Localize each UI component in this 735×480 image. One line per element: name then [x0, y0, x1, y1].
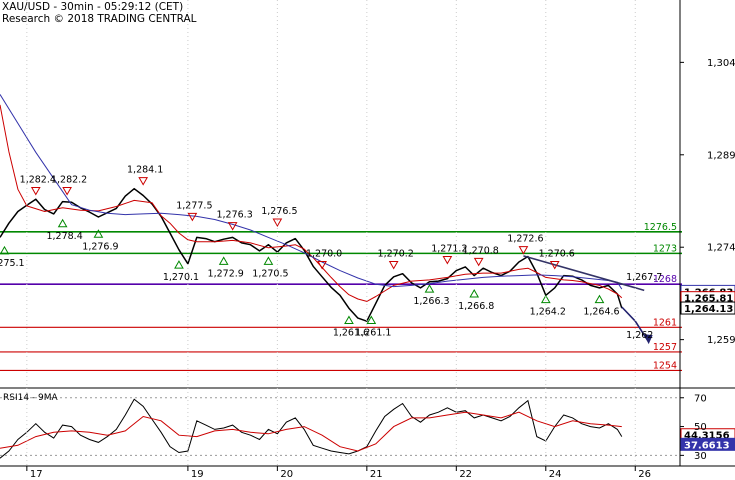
- x-tick-label: 20: [280, 469, 293, 480]
- low-label: 1,278.4: [46, 231, 82, 242]
- high-label: 1,270.8: [463, 245, 499, 256]
- high-marker: [388, 260, 399, 270]
- trendline: [523, 255, 645, 292]
- high-label: 1,276.3: [216, 210, 252, 221]
- rsi-series-rsi_ma: [0, 411, 622, 452]
- series-price: [0, 187, 623, 322]
- y-tick-label: 1,274: [707, 243, 735, 254]
- series-ma_fast: [0, 104, 623, 302]
- low-marker: [93, 229, 104, 238]
- price-tag-box: [680, 301, 735, 315]
- x-tick-label: 19: [191, 469, 204, 480]
- level-label: 1273: [653, 243, 677, 254]
- price-panel: 1276.5 1273 1268 1261 1257 1254 1,275.1 1,282.4…: [0, 94, 735, 371]
- rsi-tick-label: 30: [694, 451, 707, 462]
- high-marker: [227, 222, 238, 231]
- low-label: 1,270.1: [163, 272, 199, 283]
- high-label: 1,282.4: [20, 175, 56, 186]
- high-marker: [549, 260, 560, 270]
- low-label: 1,275.1: [0, 258, 25, 269]
- low-label: 1,272.9: [208, 268, 244, 279]
- low-label: 1,266.3: [413, 296, 449, 307]
- x-tick-label: 17: [30, 469, 43, 480]
- low-marker: [344, 315, 354, 325]
- low-marker: [263, 256, 274, 265]
- low-marker: [469, 289, 480, 298]
- low-marker: [218, 256, 229, 265]
- low-marker: [0, 245, 10, 255]
- high-label: 1,284.1: [127, 165, 163, 176]
- high-marker: [272, 218, 283, 227]
- low-label: 1,264.2: [530, 307, 566, 318]
- level-label: 1254: [653, 360, 677, 371]
- low-marker: [174, 260, 184, 269]
- low-label: 1,270.5: [252, 268, 288, 279]
- high-marker: [187, 212, 198, 222]
- high-label: 1,270.2: [378, 248, 414, 259]
- level-label: 1276.5: [644, 222, 677, 233]
- high-label: 1,282.2: [51, 175, 87, 186]
- y-tick-label: 1,304: [707, 58, 735, 69]
- high-label: 1,276.5: [261, 206, 297, 217]
- low-marker: [594, 294, 605, 304]
- high-label: 1,272.6: [507, 234, 543, 245]
- low-label: 1,266.8: [458, 301, 494, 312]
- high-marker: [317, 260, 327, 270]
- high-label: 1,277.5: [176, 200, 212, 211]
- low-marker: [540, 294, 551, 304]
- x-tick-label: 26: [638, 469, 651, 480]
- rsi-title: RSI14 - 9MA: [3, 393, 58, 403]
- low-marker: [57, 218, 68, 228]
- rsi-tick-label: 50: [694, 422, 707, 433]
- low-label: 1,261.6: [333, 328, 369, 339]
- high-marker: [62, 187, 72, 196]
- high-marker: [30, 187, 41, 196]
- high-label: 1,271.2: [431, 244, 467, 255]
- low-label: 1,264.6: [583, 307, 619, 318]
- rsi-tag-box: [680, 437, 735, 451]
- low-label: 1,276.9: [82, 241, 118, 252]
- rsi-tick-label: 70: [694, 393, 707, 404]
- chart-title: XAU/USD - 30min - 05:29:12 (CET): [2, 1, 184, 13]
- annotation-label: 1,267.7: [626, 272, 662, 283]
- price-tag-label: 1,264.13: [684, 304, 733, 315]
- x-tick-label: 22: [459, 469, 472, 480]
- copyright-line: Research © 2018 TRADING CENTRAL: [2, 13, 197, 25]
- high-label: 1,270.0: [306, 248, 342, 259]
- level-label: 1268: [653, 274, 677, 285]
- high-marker: [473, 257, 484, 267]
- rsi-series-rsi: [0, 398, 623, 459]
- low-marker: [366, 315, 377, 325]
- low-label: 1,261.1: [355, 328, 391, 339]
- y-tick-label: 1,289: [707, 150, 735, 161]
- rsi-tag-label: 44.3156: [684, 431, 730, 442]
- annotation-label: 1,262: [626, 330, 653, 341]
- high-marker: [442, 256, 453, 265]
- high-label: 1,270.6: [539, 248, 575, 259]
- x-tick-label: 24: [549, 469, 562, 480]
- high-marker: [518, 246, 529, 255]
- x-tick-label: 21: [370, 469, 383, 480]
- high-marker: [138, 177, 149, 186]
- level-label: 1257: [653, 342, 677, 353]
- y-tick-label: 1,259: [707, 335, 735, 346]
- projection-arrowhead: [643, 334, 653, 345]
- rsi-tag-label: 37.6613: [684, 440, 730, 451]
- level-label: 1261: [653, 317, 677, 328]
- price-tag-label: 1,265.81: [684, 294, 733, 305]
- series-ma_slow: [0, 94, 623, 290]
- low-marker: [424, 284, 435, 293]
